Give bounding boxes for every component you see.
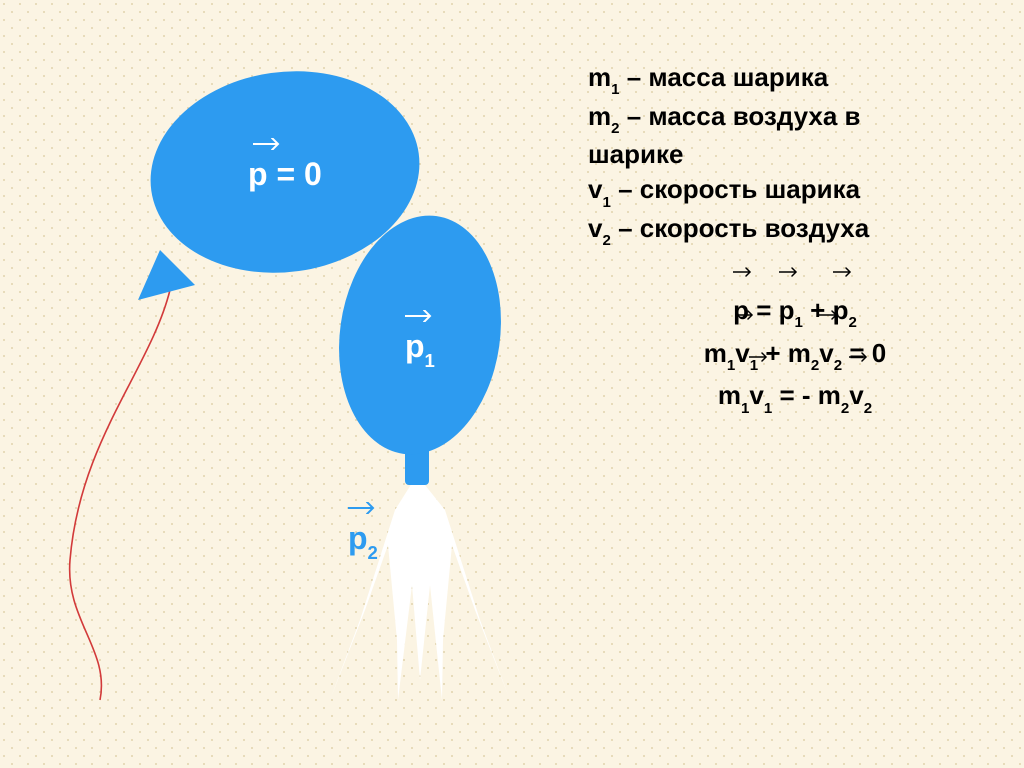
legend-line: m1 – масса шарика (588, 60, 869, 99)
equation-line: p = p1 + p2 (620, 290, 970, 333)
legend-line: m2 – масса воздуха в (588, 99, 869, 138)
equation-line: m1v1 + m2v2 = 0 (620, 333, 970, 376)
balloon-momentum-label: p = 0 (248, 156, 322, 193)
balloon-string (70, 290, 170, 700)
equations-block: p = p1 + p2m1v1 + m2v2 = 0m1v1 = - m2v2 (620, 290, 970, 418)
balloon-momentum-label: p1 (405, 328, 435, 369)
balloon-knot (138, 250, 195, 300)
legend-line: шарике (588, 137, 869, 172)
momentum-symbol: p2 (348, 520, 378, 556)
equation-line: m1v1 = - m2v2 (620, 375, 970, 418)
variable-legend: m1 – масса шарикаm2 – масса воздуха вшар… (588, 60, 869, 249)
momentum-symbol: p1 (405, 328, 435, 364)
legend-line: v1 – скорость шарика (588, 172, 869, 211)
momentum-symbol: p = 0 (248, 156, 322, 192)
legend-line: v2 – скорость воздуха (588, 211, 869, 250)
balloon-momentum-label: p2 (348, 520, 378, 561)
